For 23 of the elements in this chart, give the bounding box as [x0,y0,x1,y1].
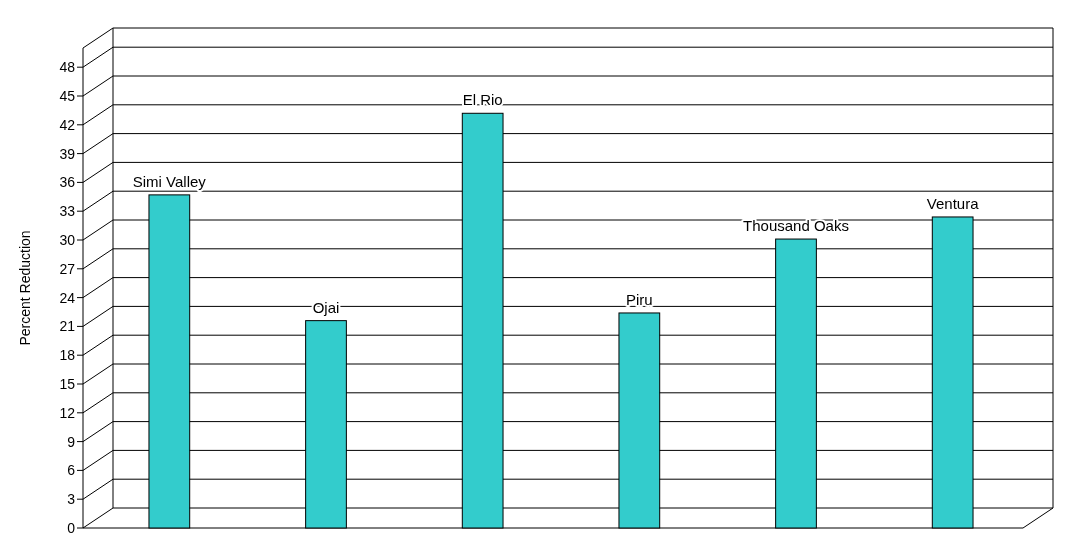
x-tick-label: El Rio [462,91,503,109]
y-tick-label: 30 [59,231,76,248]
x-tick-label: Ventura [926,194,980,212]
y-tick-label: 27 [59,260,76,277]
y-axis-title: Percent Reduction [17,230,33,346]
y-tick-label: 18 [59,347,76,364]
x-tick-label: Thousand Oaks [743,217,849,235]
y-tick-label: 6 [67,462,76,479]
y-tick-label: 15 [59,375,76,392]
y-tick-label: 3 [67,491,76,508]
y-tick-label: 9 [67,433,76,450]
y-tick-label: 36 [59,174,76,191]
y-tick-label: 42 [59,116,76,133]
y-tick-label: 33 [59,203,76,220]
y-tick-label: 12 [59,404,76,421]
x-tick-label: Piru [625,290,653,308]
y-tick-label: 45 [59,87,76,104]
y-tick-label: 24 [59,289,76,306]
x-tick-label: Simi Valley [132,172,207,190]
y-tick-label: 0 [67,519,76,536]
y-tick-label: 48 [59,59,76,76]
y-tick-label: 21 [59,318,76,335]
y-tick-label: 39 [59,145,76,162]
